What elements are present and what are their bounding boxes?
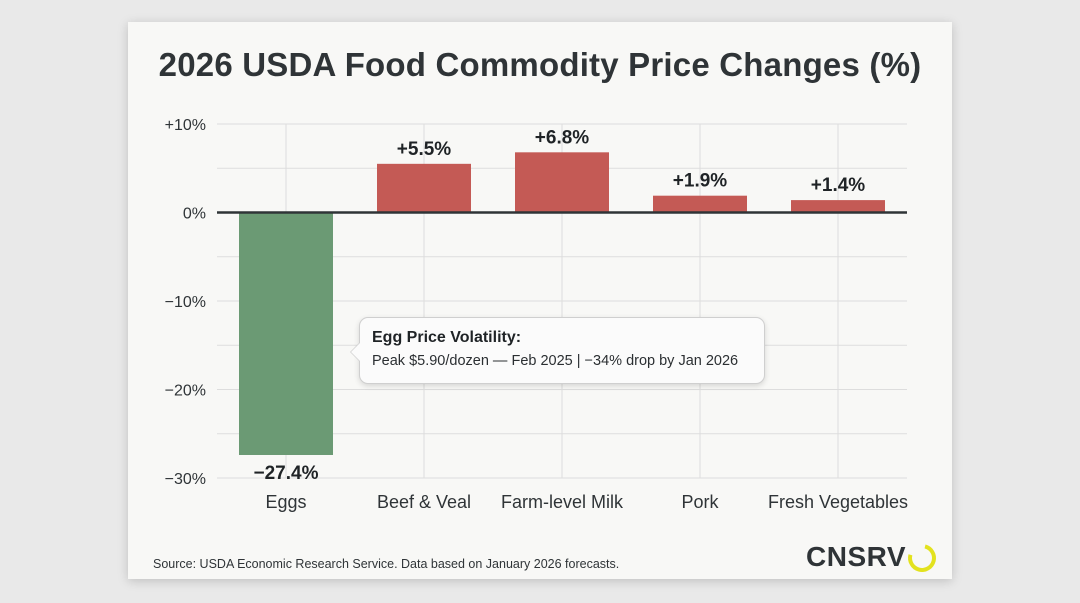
bar-fresh-vegetables (791, 200, 885, 213)
x-tick-label: Pork (681, 492, 719, 512)
x-axis-labels: Eggs Beef & Veal Farm-level Milk Pork Fresh … (265, 492, 908, 512)
y-tick-label: −30% (165, 471, 206, 488)
bar-farm-level-milk (515, 152, 609, 213)
y-axis-ticks: +10% 0% −10% −20% −30% (165, 117, 206, 488)
x-tick-label: Fresh Vegetables (768, 492, 908, 512)
data-label: +6.8% (535, 127, 590, 148)
egg-volatility-tooltip: Egg Price Volatility: Peak $5.90/dozen —… (350, 317, 765, 384)
bar-beef-veal (377, 163, 471, 213)
bar-eggs (239, 212, 333, 455)
y-tick-label: 0% (183, 206, 206, 223)
y-tick-label: −10% (165, 294, 206, 311)
x-tick-label: Beef & Veal (377, 492, 471, 512)
tooltip-body: Peak $5.90/dozen — Feb 2025 | −34% drop … (372, 353, 739, 369)
data-label: −27.4% (254, 463, 319, 484)
data-labels: −27.4% +5.5% +6.8% +1.9% +1.4% (254, 127, 866, 484)
tooltip-arrow (350, 342, 360, 362)
data-label: +5.5% (397, 139, 452, 160)
bars (239, 152, 885, 455)
brand-logo: CNSRV (806, 541, 907, 572)
bar-pork (653, 195, 747, 213)
y-tick-label: −20% (165, 383, 206, 400)
x-tick-label: Farm-level Milk (501, 492, 624, 512)
y-tick-label: +10% (165, 117, 206, 134)
data-label: +1.4% (811, 175, 866, 196)
x-tick-label: Eggs (265, 492, 306, 512)
tooltip-title: Egg Price Volatility: (372, 329, 522, 346)
chart-title: 2026 USDA Food Commodity Price Changes (… (158, 46, 922, 83)
data-label: +1.9% (673, 171, 728, 192)
source-note: Source: USDA Economic Research Service. … (153, 557, 620, 571)
